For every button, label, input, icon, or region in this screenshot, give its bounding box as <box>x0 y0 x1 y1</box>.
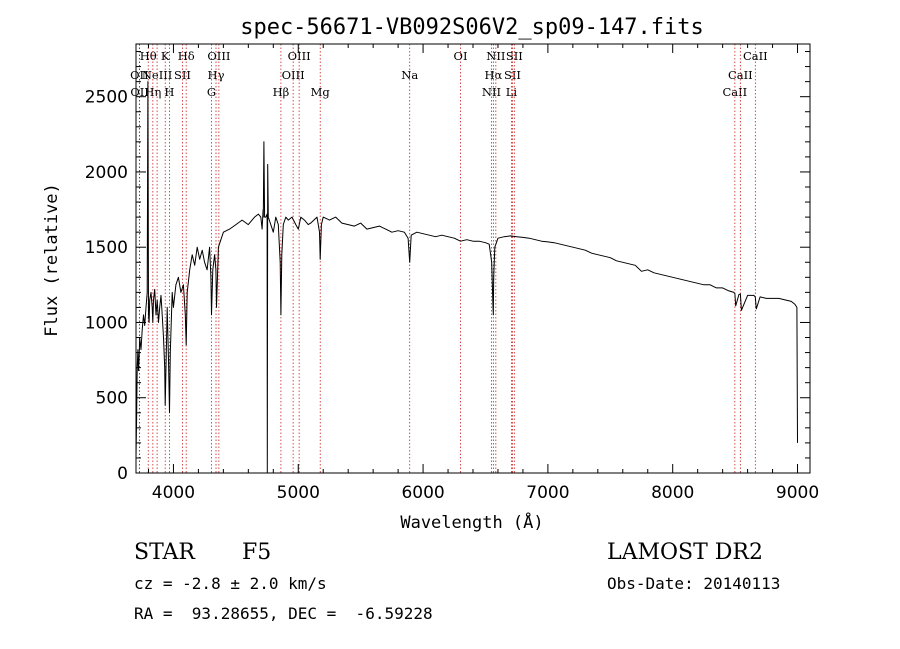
marker-label-12: Hβ <box>273 85 290 99</box>
marker-label-22: SII <box>504 68 521 82</box>
marker-label-25: CaII <box>728 68 753 82</box>
marker-label-5: K <box>161 49 170 63</box>
marker-label-23: SII <box>506 49 523 63</box>
marker-label-3: Hη <box>144 85 161 99</box>
marker-label-1: OII <box>130 85 149 99</box>
y-tick-label-2: 1000 <box>85 313 128 333</box>
marker-label-7: SII <box>174 68 191 82</box>
marker-label-15: Mg <box>311 85 331 99</box>
x-axis: 4000 5000 6000 7000 8000 9000 <box>147 44 819 503</box>
observation-date: Obs-Date: 20140113 <box>607 574 781 593</box>
spectrum-line <box>135 81 798 474</box>
y-tick-label-3: 1500 <box>85 238 128 258</box>
plot-frame <box>135 43 811 474</box>
marker-label-19: Hα <box>484 68 502 82</box>
marker-label-8: Hδ <box>178 49 195 63</box>
marker-label-18: NII <box>482 85 501 99</box>
marker-label-2: Hθ <box>140 49 157 63</box>
y-axis: 0 500 1000 1500 2000 2500 <box>85 51 810 484</box>
spectrum-chart: spec-56671-VB092S06V2_sp09-147.fits OII O… <box>42 15 819 533</box>
survey-name: LAMOST DR2 <box>607 540 763 565</box>
x-tick-label-0: 4000 <box>152 483 195 503</box>
y-tick-label-5: 2500 <box>85 88 128 108</box>
spectrum-line-group <box>135 81 798 474</box>
ra-dec-coordinates: RA = 93.28655, DEC = -6.59228 <box>134 604 433 623</box>
redshift-velocity: cz = -2.8 ± 2.0 km/s <box>134 574 327 593</box>
marker-label-4: NeIII <box>142 68 173 82</box>
marker-label-17: OI <box>454 49 468 63</box>
marker-label-11: OIII <box>207 49 230 63</box>
marker-label-9: G <box>207 85 216 99</box>
object-class: STAR <box>134 540 195 565</box>
marker-label-13: OIII <box>282 68 305 82</box>
x-tick-label-4: 8000 <box>651 483 694 503</box>
y-axis-label: Flux (relative) <box>42 183 62 337</box>
x-tick-label-1: 5000 <box>277 483 320 503</box>
x-tick-label-3: 7000 <box>526 483 569 503</box>
marker-label-26: CaII <box>743 49 768 63</box>
marker-label-6: H <box>164 85 174 99</box>
marker-label-14: OIII <box>288 49 311 63</box>
marker-label-0: OII <box>130 68 149 82</box>
y-tick-label-1: 500 <box>96 389 128 409</box>
marker-label-10: Hγ <box>208 68 225 82</box>
x-tick-label-2: 6000 <box>401 483 444 503</box>
x-axis-label: Wavelength (Å) <box>400 511 543 533</box>
y-tick-label-0: 0 <box>117 464 128 484</box>
marker-label-16: Na <box>401 68 418 82</box>
emission-line-markers: OIIOIIHθHηNeIIIKHSIIHδGHγOIIIHβOIIIOIIIM… <box>130 44 768 473</box>
marker-label-24: CaII <box>722 85 747 99</box>
marker-label-21: Li <box>506 85 518 99</box>
marker-label-20: NII <box>486 49 505 63</box>
y-tick-label-4: 2000 <box>85 163 128 183</box>
chart-title: spec-56671-VB092S06V2_sp09-147.fits <box>240 15 704 40</box>
x-tick-label-5: 9000 <box>776 483 819 503</box>
object-subclass: F5 <box>242 540 272 565</box>
